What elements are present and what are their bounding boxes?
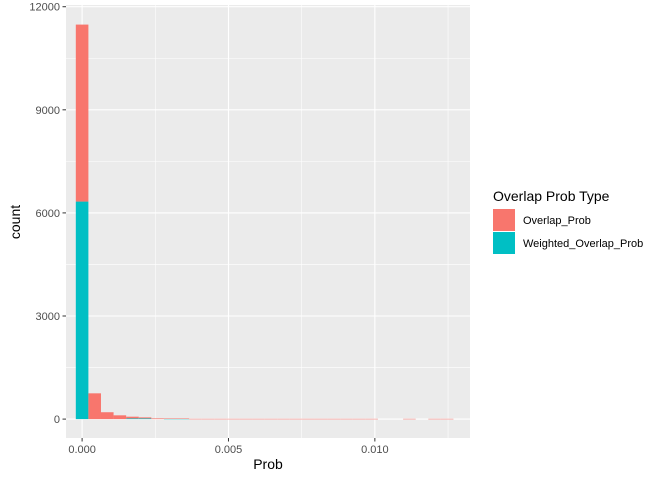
bar-overlap-prob-bin-1 <box>88 393 101 420</box>
bar-overlap-prob-bin-11 <box>214 418 227 420</box>
bar-overlap-prob-bin-17 <box>289 418 303 420</box>
y-tick-label: 9000 <box>36 105 60 117</box>
bar-weighted-overlap-prob-bin-8 <box>176 418 190 420</box>
y-tick-label: 12000 <box>29 2 60 14</box>
legend-key-weighted-overlap-prob <box>493 232 515 254</box>
y-tick-label: 6000 <box>36 208 60 220</box>
bar-overlap-prob-bin-4 <box>126 416 139 419</box>
bar-overlap-prob-bin-0 <box>75 24 89 202</box>
histogram-bars <box>75 24 454 420</box>
x-tick-label: 0.010 <box>361 444 389 456</box>
bar-overlap-prob-bin-7 <box>163 418 177 419</box>
legend-label-overlap-prob: Overlap_Prob <box>523 215 591 227</box>
x-axis-title: Prob <box>253 456 283 472</box>
bar-overlap-prob-bin-29 <box>440 418 454 420</box>
bar-overlap-prob-bin-6 <box>151 418 164 420</box>
bar-overlap-prob-bin-21 <box>340 418 353 420</box>
bar-overlap-prob-bin-5 <box>138 417 152 419</box>
bar-overlap-prob-bin-26 <box>403 418 416 420</box>
bar-overlap-prob-bin-18 <box>302 418 315 420</box>
bar-overlap-prob-bin-14 <box>252 418 265 420</box>
bar-weighted-overlap-prob-bin-5 <box>138 418 152 420</box>
bar-overlap-prob-bin-23 <box>365 418 378 420</box>
x-tick-label: 0.000 <box>68 444 96 456</box>
y-axis-title: count <box>7 205 23 239</box>
minor-gridlines <box>66 5 470 438</box>
bar-overlap-prob-bin-13 <box>239 418 253 420</box>
bar-weighted-overlap-prob-bin-4 <box>126 418 139 420</box>
bar-overlap-prob-bin-16 <box>277 418 290 420</box>
bar-weighted-overlap-prob-bin-0 <box>75 201 89 420</box>
bar-overlap-prob-bin-20 <box>327 418 341 420</box>
y-axis-ticks: 0 3000 6000 9000 12000 <box>29 2 66 426</box>
y-tick-label: 0 <box>54 414 60 426</box>
bar-overlap-prob-bin-12 <box>226 418 240 420</box>
legend-key-overlap-prob <box>493 209 515 231</box>
major-gridlines <box>66 5 470 438</box>
bar-overlap-prob-bin-28 <box>428 418 441 420</box>
y-tick-label: 3000 <box>36 311 60 323</box>
x-axis-ticks: 0.000 0.005 0.010 <box>68 438 389 456</box>
bar-overlap-prob-bin-8 <box>176 418 190 419</box>
plot-panel <box>66 5 470 438</box>
legend: Overlap Prob Type Overlap_Prob Weighted_… <box>493 188 643 254</box>
legend-title: Overlap Prob Type <box>493 188 610 204</box>
bar-overlap-prob-bin-19 <box>314 418 328 420</box>
bar-overlap-prob-bin-10 <box>201 418 215 420</box>
bar-overlap-prob-bin-9 <box>189 418 202 420</box>
bar-overlap-prob-bin-3 <box>113 415 127 420</box>
bar-weighted-overlap-prob-bin-7 <box>163 418 177 420</box>
x-tick-label: 0.005 <box>215 444 243 456</box>
legend-label-weighted-overlap-prob: Weighted_Overlap_Prob <box>523 238 643 250</box>
bar-overlap-prob-bin-15 <box>264 418 278 420</box>
bar-overlap-prob-bin-2 <box>100 412 114 420</box>
bar-overlap-prob-bin-22 <box>352 418 366 420</box>
